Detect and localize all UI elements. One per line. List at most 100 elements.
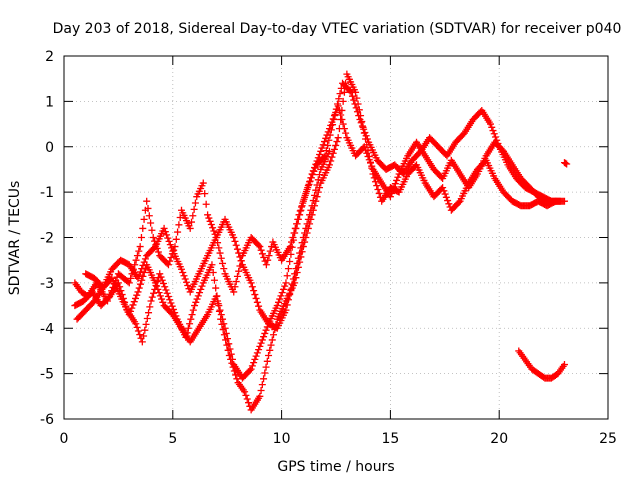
data-point [360, 129, 368, 137]
data-point [164, 261, 172, 269]
y-tick-label: -2 [40, 231, 54, 247]
data-point [375, 189, 383, 197]
data-point [222, 329, 230, 337]
data-point [128, 304, 136, 312]
data-point [138, 338, 146, 346]
data-point [166, 241, 174, 249]
data-point [186, 224, 194, 232]
data-point [147, 219, 155, 227]
data-point [184, 324, 192, 332]
y-tick-label: -5 [40, 367, 54, 383]
data-point [339, 120, 347, 128]
data-point [206, 217, 214, 225]
data-point [445, 200, 453, 208]
data-point [306, 178, 314, 186]
data-point [260, 375, 268, 383]
data-point [125, 279, 133, 287]
data-point [325, 125, 333, 133]
data-point [201, 190, 209, 198]
data-point [253, 298, 261, 306]
data-point [292, 265, 300, 273]
data-point [232, 278, 240, 286]
data-point [192, 298, 200, 306]
data-point [190, 205, 198, 213]
data-point [317, 147, 325, 155]
data-point [228, 355, 236, 363]
data-point [287, 250, 295, 258]
data-point [325, 147, 333, 155]
data-point [298, 239, 306, 247]
data-point [274, 298, 282, 306]
data-point [247, 279, 255, 287]
data-point [373, 182, 381, 190]
data-point [151, 279, 159, 287]
data-point [324, 128, 332, 136]
data-point [217, 254, 225, 262]
data-point [166, 257, 174, 265]
data-point [171, 243, 179, 251]
data-point [140, 269, 148, 277]
data-point [146, 303, 154, 311]
data-point [158, 276, 166, 284]
data-point [175, 221, 183, 229]
data-point [227, 350, 235, 358]
data-point [156, 292, 164, 300]
data-point [212, 284, 220, 292]
data-point [368, 162, 376, 170]
data-point [153, 282, 161, 290]
data-point [563, 160, 571, 168]
data-point [194, 292, 202, 300]
data-point [139, 272, 147, 280]
data-point [197, 285, 205, 293]
data-point [337, 111, 345, 119]
data-point [193, 295, 201, 303]
data-point [255, 241, 263, 249]
data-point [256, 243, 264, 251]
data-point [255, 302, 263, 310]
data-point [299, 197, 307, 205]
data-point [237, 257, 245, 265]
data-point [144, 204, 152, 212]
data-point [252, 294, 260, 302]
data-point [264, 256, 272, 264]
data-point [130, 298, 138, 306]
data-point [490, 130, 498, 138]
data-point [440, 187, 448, 195]
data-point [388, 189, 396, 197]
data-point [342, 79, 350, 87]
data-point [322, 134, 330, 142]
data-point [301, 229, 309, 237]
data-point [262, 326, 270, 334]
data-point [323, 131, 331, 139]
data-point [340, 88, 348, 96]
data-point [207, 221, 215, 229]
data-point [298, 202, 306, 210]
y-tick-label: 0 [45, 140, 54, 156]
data-point [155, 289, 163, 297]
data-point [297, 206, 305, 214]
y-tick-label: -1 [40, 185, 54, 201]
data-point [353, 94, 361, 102]
x-tick-label: 20 [490, 431, 508, 447]
data-point [278, 289, 286, 297]
data-point [250, 359, 258, 367]
data-point [191, 199, 199, 207]
data-point [340, 125, 348, 133]
data-point [335, 106, 343, 114]
data-point [338, 116, 346, 124]
data-point [253, 349, 261, 357]
data-point [296, 249, 304, 257]
data-point [489, 127, 497, 135]
data-point [125, 311, 133, 319]
data-point [256, 342, 264, 350]
data-point [306, 211, 314, 219]
data-point [138, 276, 146, 284]
plot-frame [63, 55, 609, 420]
data-point [294, 254, 302, 262]
data-point [318, 144, 326, 152]
data-point [486, 120, 494, 128]
data-point [242, 391, 250, 399]
data-point [316, 151, 324, 159]
data-point [283, 301, 291, 309]
